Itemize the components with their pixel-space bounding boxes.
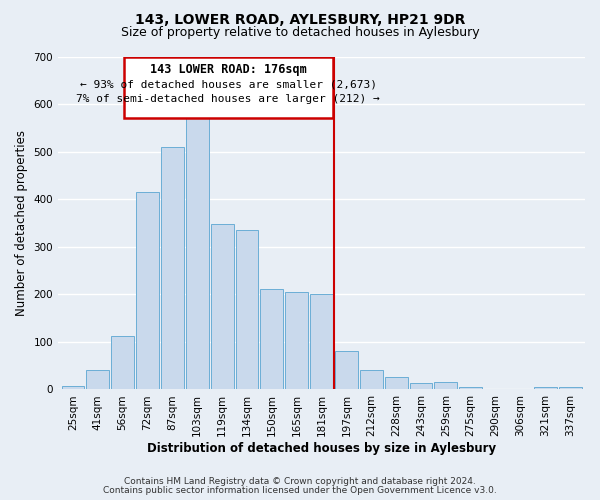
Text: 143 LOWER ROAD: 176sqm: 143 LOWER ROAD: 176sqm	[150, 64, 307, 76]
Bar	[559, 387, 581, 390]
Bar	[410, 384, 433, 390]
Bar	[385, 376, 407, 390]
Text: Contains HM Land Registry data © Crown copyright and database right 2024.: Contains HM Land Registry data © Crown c…	[124, 477, 476, 486]
Bar	[236, 230, 259, 390]
Bar	[434, 382, 457, 390]
Bar	[360, 370, 383, 390]
Bar	[211, 224, 233, 390]
Bar	[459, 387, 482, 390]
Y-axis label: Number of detached properties: Number of detached properties	[15, 130, 28, 316]
Bar	[111, 336, 134, 390]
X-axis label: Distribution of detached houses by size in Aylesbury: Distribution of detached houses by size …	[147, 442, 496, 455]
Bar	[260, 289, 283, 390]
Text: Contains public sector information licensed under the Open Government Licence v3: Contains public sector information licen…	[103, 486, 497, 495]
Bar	[62, 386, 85, 390]
Bar	[186, 114, 209, 390]
Text: 7% of semi-detached houses are larger (212) →: 7% of semi-detached houses are larger (2…	[76, 94, 380, 104]
Bar	[310, 294, 333, 390]
Text: ← 93% of detached houses are smaller (2,673): ← 93% of detached houses are smaller (2,…	[80, 80, 377, 90]
Text: Size of property relative to detached houses in Aylesbury: Size of property relative to detached ho…	[121, 26, 479, 39]
Bar	[136, 192, 159, 390]
Bar	[335, 352, 358, 390]
Text: 143, LOWER ROAD, AYLESBURY, HP21 9DR: 143, LOWER ROAD, AYLESBURY, HP21 9DR	[135, 12, 465, 26]
Bar	[86, 370, 109, 390]
Bar	[124, 56, 333, 118]
Bar	[161, 147, 184, 390]
Bar	[534, 387, 557, 390]
Bar	[285, 292, 308, 390]
